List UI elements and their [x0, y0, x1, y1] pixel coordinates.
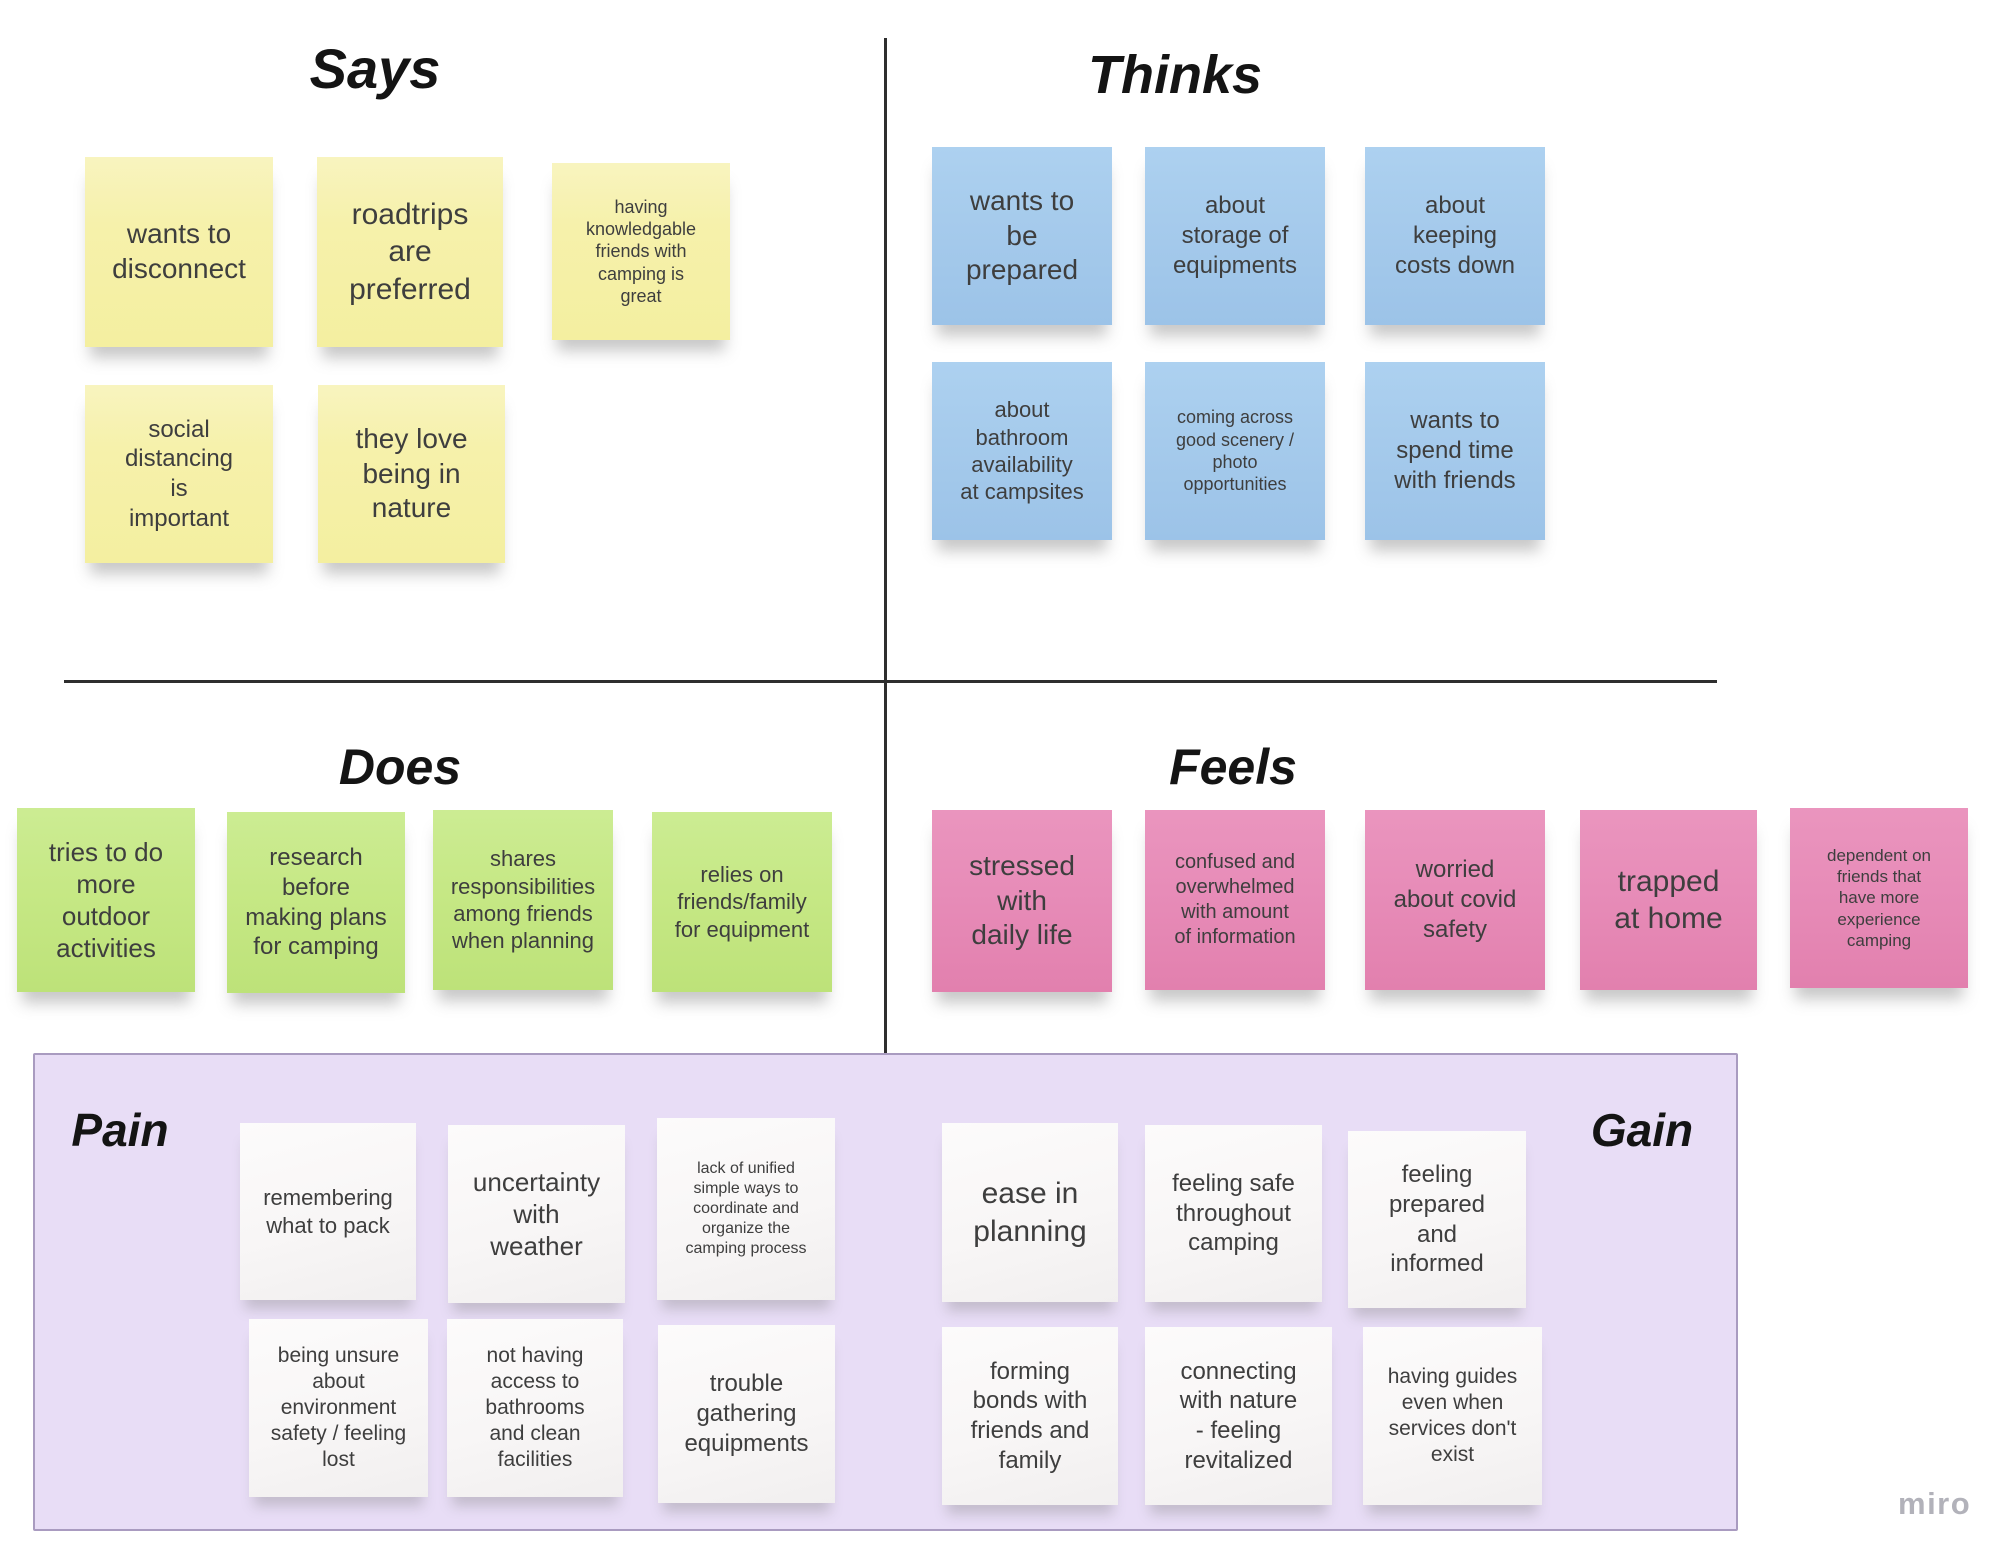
- sticky-note[interactable]: wants to be prepared: [932, 147, 1112, 325]
- sticky-note[interactable]: uncertainty with weather: [448, 1125, 625, 1303]
- sticky-note[interactable]: trouble gathering equipments: [658, 1325, 835, 1503]
- sticky-note[interactable]: about keeping costs down: [1365, 147, 1545, 325]
- sticky-note[interactable]: trapped at home: [1580, 810, 1757, 990]
- pain-heading[interactable]: Pain: [71, 1104, 169, 1156]
- sticky-note[interactable]: not having access to bathrooms and clean…: [447, 1319, 623, 1497]
- sticky-note[interactable]: wants to spend time with friends: [1365, 362, 1545, 540]
- sticky-note[interactable]: having knowledgable friends with camping…: [552, 163, 730, 340]
- miro-logo: miro: [1898, 1486, 1972, 1521]
- sticky-note[interactable]: tries to do more outdoor activities: [17, 808, 195, 992]
- does-heading[interactable]: Does: [338, 739, 462, 795]
- sticky-note[interactable]: stressed with daily life: [932, 810, 1112, 992]
- sticky-note[interactable]: about storage of equipments: [1145, 147, 1325, 325]
- sticky-note[interactable]: ease in planning: [942, 1123, 1118, 1302]
- sticky-note[interactable]: feeling prepared and informed: [1348, 1131, 1526, 1308]
- sticky-note[interactable]: research before making plans for camping: [227, 812, 405, 993]
- sticky-note[interactable]: being unsure about environment safety / …: [249, 1319, 428, 1497]
- sticky-note[interactable]: remembering what to pack: [240, 1123, 416, 1300]
- sticky-note[interactable]: they love being in nature: [318, 385, 505, 563]
- sticky-note[interactable]: social distancing is important: [85, 385, 273, 563]
- horizontal-divider: [64, 680, 1717, 683]
- sticky-note[interactable]: dependent on friends that have more expe…: [1790, 808, 1968, 988]
- gain-heading[interactable]: Gain: [1590, 1104, 1694, 1156]
- sticky-note[interactable]: wants to disconnect: [85, 157, 273, 347]
- sticky-note[interactable]: relies on friends/family for equipment: [652, 812, 832, 992]
- sticky-note[interactable]: shares responsibilities among friends wh…: [433, 810, 613, 990]
- sticky-note[interactable]: roadtrips are preferred: [317, 157, 503, 347]
- sticky-note[interactable]: lack of unified simple ways to coordinat…: [657, 1118, 835, 1300]
- sticky-note[interactable]: confused and overwhelmed with amount of …: [1145, 810, 1325, 990]
- sticky-note[interactable]: about bathroom availability at campsites: [932, 362, 1112, 540]
- sticky-note[interactable]: connecting with nature - feeling revital…: [1145, 1327, 1332, 1505]
- sticky-note[interactable]: forming bonds with friends and family: [942, 1327, 1118, 1505]
- says-heading[interactable]: Says: [309, 37, 441, 100]
- thinks-heading[interactable]: Thinks: [1087, 45, 1263, 105]
- sticky-note[interactable]: having guides even when services don't e…: [1363, 1327, 1542, 1505]
- vertical-divider: [884, 38, 887, 1483]
- feels-heading[interactable]: Feels: [1169, 739, 1297, 795]
- sticky-note[interactable]: worried about covid safety: [1365, 810, 1545, 990]
- sticky-note[interactable]: feeling safe throughout camping: [1145, 1125, 1322, 1302]
- sticky-note[interactable]: coming across good scenery / photo oppor…: [1145, 362, 1325, 540]
